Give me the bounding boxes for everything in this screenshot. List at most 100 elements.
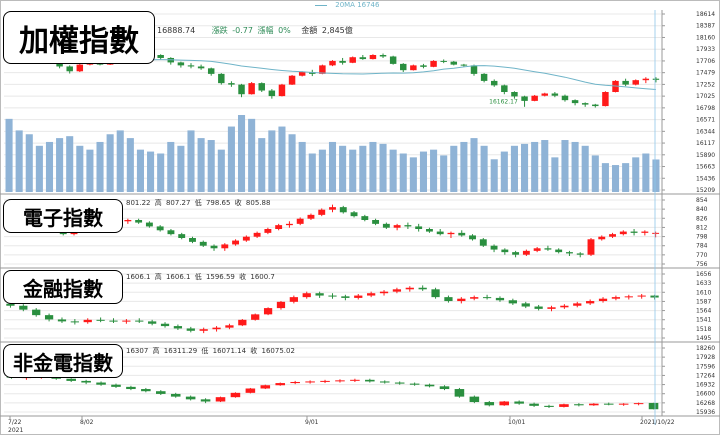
candle xyxy=(410,65,417,71)
volume-bar xyxy=(490,159,498,192)
candle xyxy=(275,383,286,386)
taiex-amount: 2,845億 xyxy=(321,26,353,35)
taiex-change-label: 漲跌 xyxy=(211,26,228,35)
candle xyxy=(541,93,548,96)
candle xyxy=(622,80,629,85)
taiex-amount-label: 金額 xyxy=(301,26,318,35)
volume-bar xyxy=(571,141,579,192)
x-tick-label: 2021 xyxy=(8,427,23,434)
x-tick-label: 2021/10/22 xyxy=(640,419,675,426)
candle xyxy=(479,239,487,246)
candle xyxy=(170,393,181,397)
candle xyxy=(560,305,569,308)
volume-bar xyxy=(56,138,64,192)
candle xyxy=(253,232,261,237)
candle xyxy=(598,236,606,240)
candle xyxy=(470,297,479,299)
finance-close-label: 收 xyxy=(239,273,247,281)
volume-bar xyxy=(561,140,569,192)
candle xyxy=(439,386,450,390)
volume-bar xyxy=(551,157,559,192)
candle xyxy=(609,234,616,237)
taiex-change: -0.77 xyxy=(232,26,253,35)
candle xyxy=(642,78,650,81)
volume-bar xyxy=(96,141,104,192)
y-tick-label: 16798 xyxy=(696,105,715,112)
candle xyxy=(329,207,336,210)
candle xyxy=(298,72,306,76)
candle xyxy=(307,214,315,219)
finance-quote: 1606.1 高 1606.1 低 1596.59 收 1600.7 xyxy=(126,272,277,282)
volume-bar xyxy=(389,149,397,192)
volume-bar xyxy=(35,145,43,192)
volume-bar xyxy=(369,141,377,192)
candle xyxy=(436,231,444,235)
candle xyxy=(447,232,455,235)
volume-bar xyxy=(298,141,306,192)
candle xyxy=(400,63,407,71)
candle xyxy=(339,60,346,63)
candle xyxy=(96,319,105,321)
y-tick-label: 17928 xyxy=(696,354,715,361)
y-tick-label: 17252 xyxy=(696,81,715,88)
candle xyxy=(264,229,272,233)
volume-bar xyxy=(237,115,246,192)
candle xyxy=(212,327,221,330)
candle xyxy=(619,231,627,235)
volume-bar xyxy=(531,141,539,192)
candle xyxy=(470,65,478,74)
candle xyxy=(221,244,229,249)
volume-bar xyxy=(197,138,205,192)
label-finance: 金融指數 xyxy=(3,270,123,304)
candle xyxy=(157,55,164,58)
candle xyxy=(354,295,363,298)
candle xyxy=(511,92,518,97)
candle xyxy=(389,56,397,64)
candle xyxy=(32,309,41,316)
candle xyxy=(81,380,91,383)
taiex-quote: 16888.74 漲跌 -0.77 漲幅 0% 金額 2,845億 xyxy=(157,25,355,36)
y-tick-label: 15663 xyxy=(696,164,715,171)
candle xyxy=(189,238,196,242)
legend: 20MA 16746 xyxy=(315,1,381,9)
candle xyxy=(135,320,144,322)
candle xyxy=(263,308,273,315)
candle xyxy=(296,218,304,224)
candle xyxy=(210,245,218,249)
candle xyxy=(559,404,569,407)
candle xyxy=(320,380,330,382)
y-tick-label: 15936 xyxy=(696,409,715,416)
y-tick-label: 1495 xyxy=(696,335,711,342)
candle xyxy=(187,65,195,67)
candle xyxy=(641,231,649,233)
y-tick-label: 17479 xyxy=(696,70,715,77)
volume-bar xyxy=(308,153,316,192)
nonfin-close: 16075.02 xyxy=(261,347,295,355)
candle xyxy=(319,65,326,74)
volume-bar xyxy=(278,126,286,192)
candle xyxy=(603,403,614,405)
volume-bar xyxy=(45,141,54,192)
candle xyxy=(424,384,435,387)
volume-bar xyxy=(379,143,387,192)
candle xyxy=(83,319,92,323)
y-tick-label: 17596 xyxy=(696,363,715,370)
y-tick-label: 16600 xyxy=(696,391,715,398)
candle xyxy=(199,241,207,246)
candle xyxy=(576,253,584,255)
candle xyxy=(275,225,283,229)
y-tick-label: 1518 xyxy=(696,326,711,333)
volume-bar xyxy=(126,138,134,192)
candle xyxy=(490,245,498,250)
panel-1: 854 840 826 812 798 784 770 756 xyxy=(0,197,720,269)
y-tick-label: 17025 xyxy=(696,93,715,100)
candle xyxy=(529,403,539,406)
y-tick-label: 784 xyxy=(696,243,708,250)
candle xyxy=(238,84,245,95)
x-tick-label: 10/01 xyxy=(508,419,525,426)
label-taiex: 加權指數 xyxy=(3,11,155,64)
ma-legend-label: 20MA 16746 xyxy=(335,1,380,9)
volume-bar xyxy=(106,134,114,192)
candle xyxy=(521,303,530,307)
candle xyxy=(350,379,360,381)
